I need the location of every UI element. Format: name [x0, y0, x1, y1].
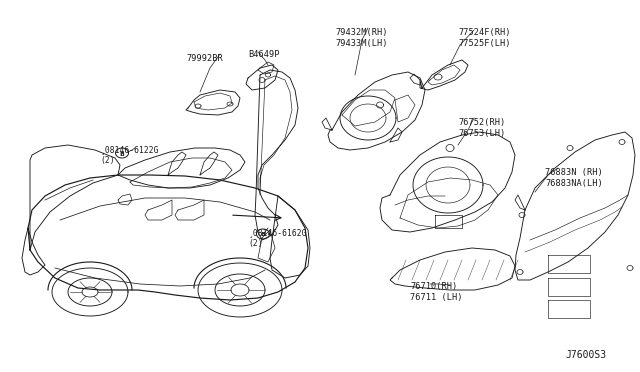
Text: J7600S3: J7600S3: [565, 350, 606, 360]
Text: B: B: [120, 151, 124, 157]
Text: B4649P: B4649P: [248, 50, 280, 59]
Text: 76710(RH)
76711 (LH): 76710(RH) 76711 (LH): [410, 282, 463, 302]
Text: 76883N (RH)
76883NA(LH): 76883N (RH) 76883NA(LH): [545, 168, 603, 188]
Text: ¸08146-6162G
(2): ¸08146-6162G (2): [248, 228, 307, 248]
Text: 77524F(RH)
77525F(LH): 77524F(RH) 77525F(LH): [458, 28, 511, 48]
Text: B: B: [260, 232, 266, 237]
Text: 79992BR: 79992BR: [186, 54, 223, 63]
Text: ¸08146-6122G
(2): ¸08146-6122G (2): [100, 145, 159, 165]
Text: 76752(RH)
76753(LH): 76752(RH) 76753(LH): [458, 118, 505, 138]
Text: 79432M(RH)
79433M(LH): 79432M(RH) 79433M(LH): [335, 28, 387, 48]
